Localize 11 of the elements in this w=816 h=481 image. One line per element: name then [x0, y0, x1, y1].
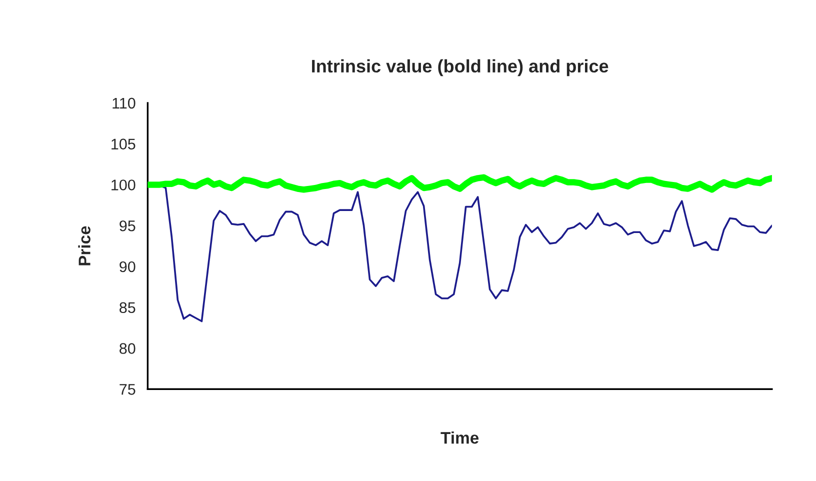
y-tick-label: 90 [120, 261, 136, 272]
y-tick-label: 95 [120, 220, 136, 232]
y-axis-title: Price [78, 226, 90, 266]
y-tick-label: 85 [120, 302, 136, 314]
y-tick-label: 80 [120, 343, 136, 354]
y-tick-label: 105 [112, 138, 136, 150]
x-axis-title: Time [440, 431, 479, 444]
y-tick-label: 75 [120, 384, 136, 395]
chart-title: Intrinsic value (bold line) and price [312, 59, 608, 76]
y-tick-label: 100 [112, 180, 136, 190]
y-tick-label: 110 [112, 98, 136, 109]
